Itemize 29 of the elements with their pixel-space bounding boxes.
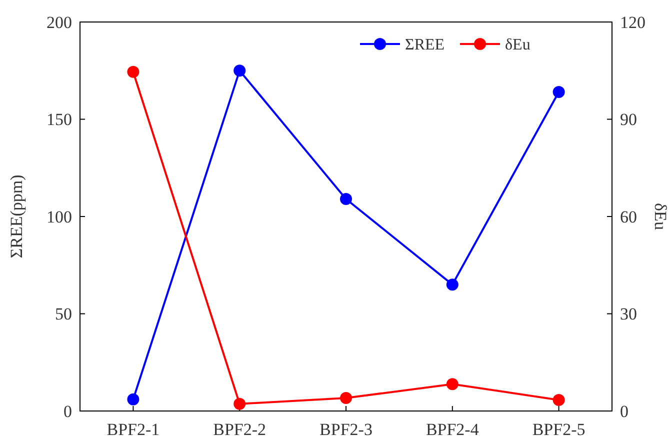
y-tick-label: 50 [55,304,72,324]
legend-label: δEu [505,36,530,54]
x-tick-label: BPF2-3 [320,420,372,439]
x-tick-label: BPF2-5 [532,420,586,439]
point [234,398,246,410]
y2-tick-label: 60 [620,207,637,226]
point [127,66,140,78]
y-tick-label: 0 [64,402,72,421]
y-tick-label: 100 [46,207,72,226]
y-tick-label: 200 [46,12,72,32]
x-tick-label: BPF2-4 [426,420,480,439]
point [127,393,140,406]
point [234,64,246,77]
x-tick-label: BPF2-1 [106,420,160,439]
y-tick-label: 150 [46,110,72,130]
point [446,278,458,291]
y2-tick-label: 0 [620,402,628,421]
point [552,394,565,406]
x-tick-label: BPF2-2 [213,420,266,439]
y2-axis-title: δEu [651,203,670,230]
y2-tick-label: 90 [620,110,637,130]
point [340,192,352,205]
point [446,378,458,390]
y2-tick-label: 120 [620,12,646,32]
point [340,392,352,404]
point [552,86,565,98]
y-axis-title: ΣREE(ppm) [7,174,26,258]
legend-label: ΣREE [405,36,445,54]
y2-tick-label: 30 [620,304,637,324]
